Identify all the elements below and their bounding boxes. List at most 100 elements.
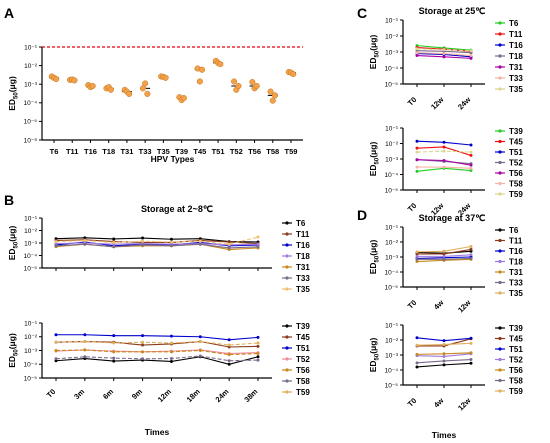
series-marker	[227, 242, 231, 246]
series-marker	[198, 354, 202, 358]
x-tick-label: T18	[102, 147, 115, 156]
series-marker	[112, 350, 116, 354]
series-marker	[169, 341, 173, 345]
series-marker	[256, 235, 260, 239]
series-marker	[442, 48, 446, 52]
legend-label: T18	[509, 52, 523, 61]
series-marker	[141, 236, 145, 240]
x-tick-label: 4w	[432, 298, 446, 312]
y-tick-label: 10⁻²	[385, 141, 399, 148]
chart-d-bottom: 10⁻⁵ 10⁻⁴ 10⁻³ 10⁻² 10⁻¹ ED50(μg) T0 4w 12w T39 T4…	[368, 322, 523, 440]
data-point	[180, 95, 187, 102]
x-tick-label: T11	[66, 147, 79, 156]
series-marker	[442, 354, 446, 358]
series-marker	[141, 340, 145, 344]
series-marker	[442, 343, 446, 347]
series-marker	[54, 240, 58, 244]
y-tick-label: 10⁻³	[385, 352, 399, 359]
legend-marker	[285, 243, 289, 247]
chart-b-bottom: 10⁻⁵ 10⁻⁴ 10⁻³ 10⁻² 10⁻¹ ED50(μg) T0 3m 6m 9m 12m 1…	[7, 320, 310, 437]
x-axis-label: HPV Types	[151, 154, 195, 164]
legend-label: T18	[296, 252, 310, 261]
legend-marker	[498, 249, 502, 253]
legend-marker	[498, 259, 502, 264]
chart-d-top: 10⁻⁵ 10⁻⁴ 10⁻³ 10⁻² 10⁻¹ ED50(μg) T0 4w 12w Stora…	[368, 213, 523, 314]
x-tick-label: 12w	[456, 298, 473, 315]
legend-label: T16	[509, 41, 523, 50]
legend-marker	[498, 181, 502, 186]
series-marker	[169, 350, 173, 354]
series-line-t18	[55, 242, 259, 246]
series-marker	[83, 333, 87, 337]
series-marker	[415, 365, 419, 369]
y-tick-label: 10⁻⁵	[24, 119, 38, 126]
series-marker	[469, 143, 473, 147]
legend-label: T39	[509, 127, 523, 136]
series-marker	[415, 260, 419, 264]
legend-label: T6	[296, 219, 306, 228]
x-tick-label: 3m	[72, 387, 86, 401]
legend-marker	[498, 238, 502, 243]
x-tick-label: T0	[406, 201, 419, 214]
legend-marker	[498, 347, 502, 351]
series-marker	[227, 362, 231, 366]
series-marker	[469, 169, 473, 173]
legend-label: T51	[296, 344, 310, 353]
legend-marker	[498, 368, 502, 372]
series-marker	[442, 352, 446, 356]
x-tick-label: 12m	[156, 387, 173, 404]
series-line-t33	[55, 243, 259, 249]
x-tick-label: 9m	[130, 387, 144, 401]
series-marker	[83, 340, 87, 344]
legend-marker	[285, 265, 289, 269]
x-axis-label: Times	[145, 427, 170, 437]
legend-marker	[498, 280, 502, 285]
series-marker	[54, 349, 58, 352]
legend-marker	[498, 54, 502, 58]
legend-label: T16	[296, 241, 310, 250]
legend-marker	[498, 43, 502, 47]
series-marker	[469, 253, 473, 257]
x-axis-label: Times	[432, 430, 457, 440]
x-tick-label: T0	[45, 387, 58, 400]
legend-label: T59	[509, 387, 523, 396]
x-tick-label: 24m	[214, 387, 231, 404]
series-marker	[256, 242, 260, 246]
legend-label: T45	[296, 333, 310, 342]
y-tick-label: 10⁻⁵	[385, 284, 399, 291]
series-marker	[141, 243, 145, 247]
legend-label: T6	[509, 226, 519, 235]
series-marker	[169, 240, 173, 244]
legend-label: T45	[509, 138, 523, 147]
legend-label: T35	[509, 85, 523, 94]
legend-label: T35	[509, 289, 523, 298]
legend-marker	[498, 160, 502, 165]
y-tick-label: 10⁻³	[24, 240, 38, 247]
data-point	[162, 74, 169, 81]
y-tick-label: 10⁻¹	[385, 224, 399, 231]
series-marker	[469, 361, 473, 365]
legend-label: T11	[509, 237, 523, 246]
panel-letter-b: B	[4, 192, 14, 208]
series-marker	[54, 333, 58, 337]
series-marker	[141, 350, 145, 354]
legend-marker	[498, 129, 502, 133]
series-marker	[415, 257, 419, 261]
y-tick-label: 10⁻³	[385, 156, 399, 163]
series-marker	[227, 343, 231, 347]
data-point	[235, 82, 242, 90]
series-marker	[256, 352, 260, 356]
series-marker	[469, 153, 473, 157]
series-marker	[169, 237, 173, 241]
y-tick-label: 10⁻¹	[385, 125, 399, 132]
series-marker	[469, 54, 473, 58]
legend-marker	[285, 390, 289, 394]
legend-label: T39	[296, 322, 310, 331]
series-marker	[256, 245, 260, 249]
y-tick-label: 10⁻⁴	[385, 65, 399, 72]
x-tick-label: T51	[212, 147, 225, 156]
y-tick-label: 10⁻⁵	[24, 265, 38, 272]
data-point	[107, 86, 114, 93]
series-marker	[227, 338, 231, 342]
series-marker	[256, 344, 260, 348]
